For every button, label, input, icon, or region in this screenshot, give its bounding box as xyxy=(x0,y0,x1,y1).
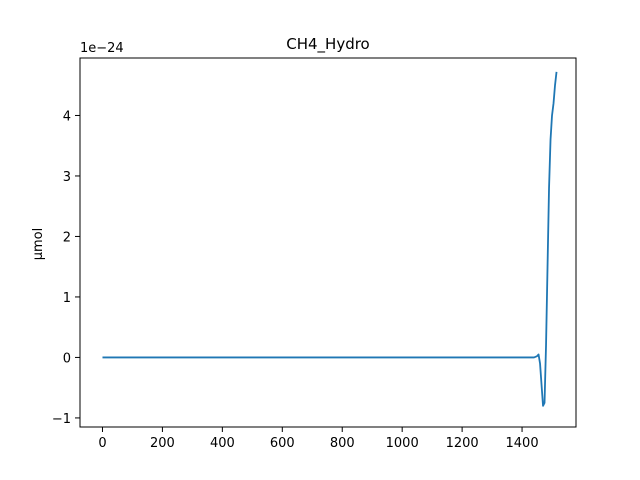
y-tick-label: 4 xyxy=(63,109,71,124)
y-axis-label: µmol xyxy=(31,228,46,261)
x-tick-label: 400 xyxy=(210,436,235,451)
plot-frame xyxy=(79,57,577,428)
x-axis-ticks: 0 200 400 600 800 1000 1200 1400 xyxy=(98,427,539,451)
x-tick-label: 1400 xyxy=(506,436,539,451)
chart-title: CH4_Hydro xyxy=(286,35,370,54)
x-tick-label: 0 xyxy=(98,436,106,451)
x-tick-label: 1000 xyxy=(386,436,419,451)
x-tick-label: 1200 xyxy=(446,436,479,451)
y-tick-label: 0 xyxy=(63,351,71,366)
y-axis-offset-label: 1e−24 xyxy=(80,41,124,56)
series-line xyxy=(102,71,558,407)
y-axis-ticks: −1 0 1 2 3 4 xyxy=(52,109,80,427)
x-tick-label: 600 xyxy=(270,436,295,451)
y-tick-label: 3 xyxy=(63,170,71,185)
x-tick-label: 200 xyxy=(150,436,175,451)
y-tick-label: −1 xyxy=(52,412,71,427)
y-tick-label: 2 xyxy=(63,230,71,245)
y-tick-label: 1 xyxy=(63,291,71,306)
x-tick-label: 800 xyxy=(330,436,355,451)
